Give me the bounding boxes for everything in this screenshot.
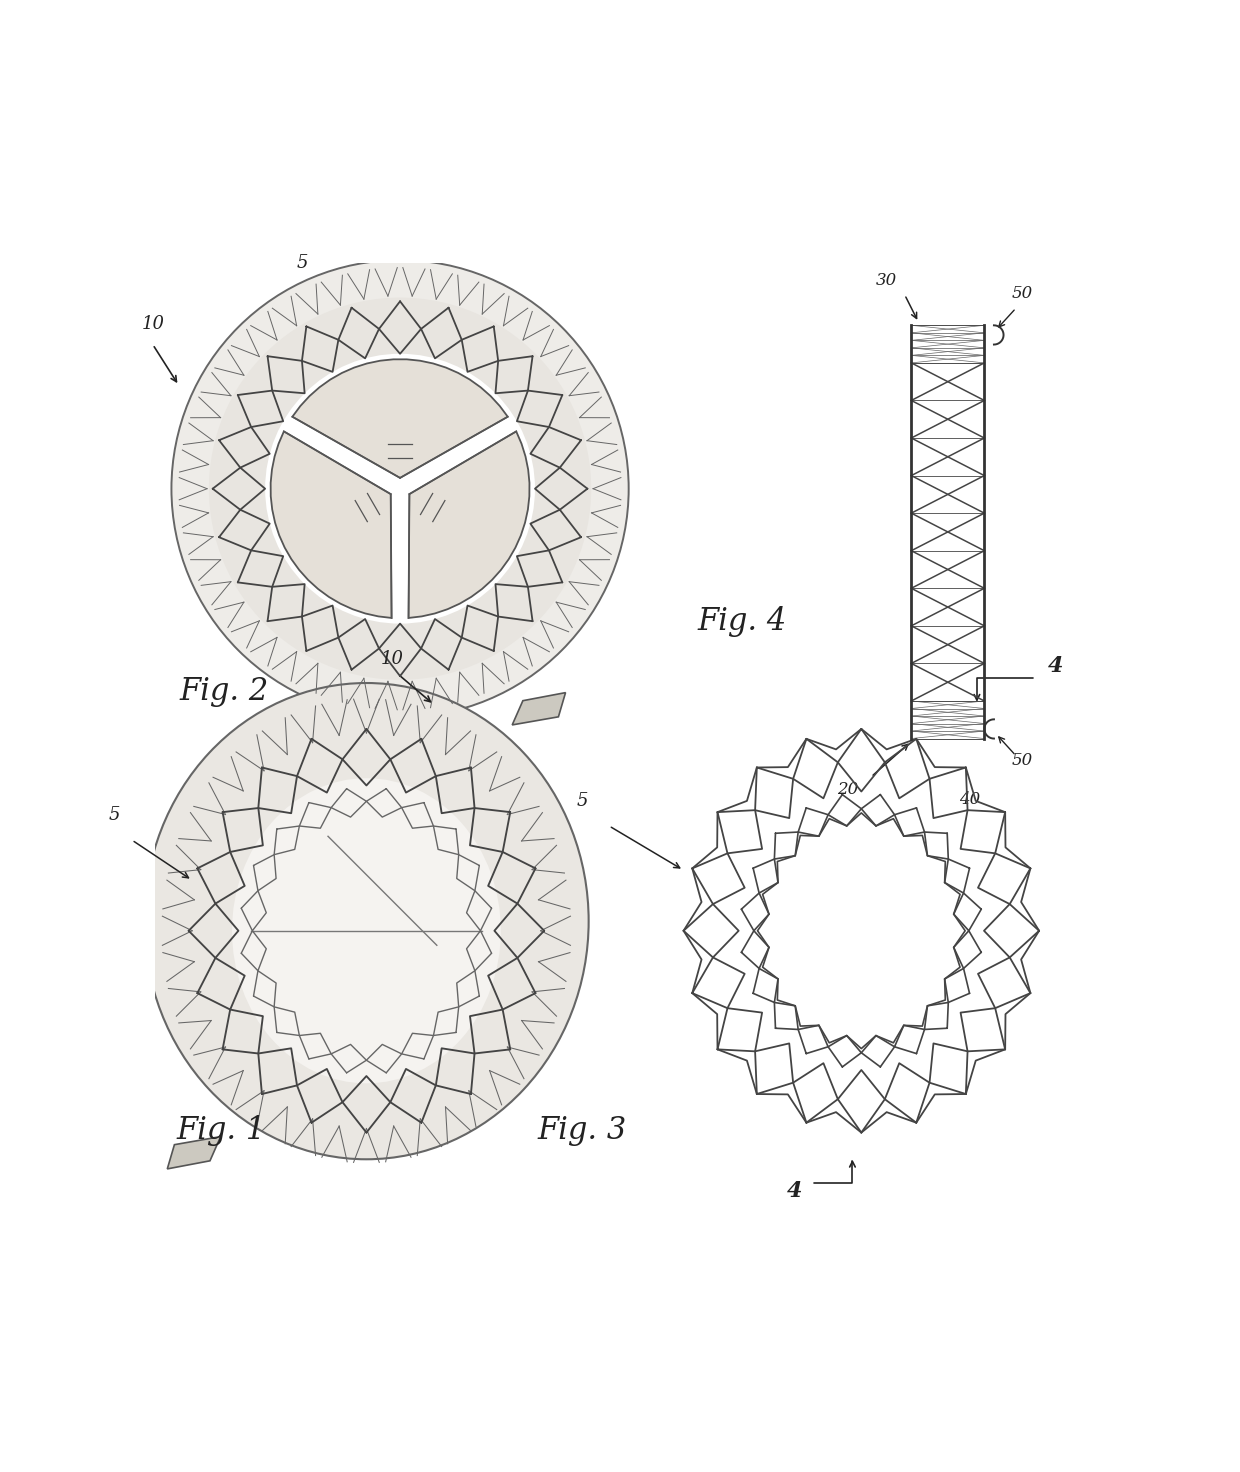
Text: 4: 4 xyxy=(1048,655,1064,677)
Text: Fig. 4: Fig. 4 xyxy=(698,606,787,637)
Text: 5: 5 xyxy=(298,253,309,271)
Polygon shape xyxy=(293,359,507,478)
Text: Fig. 3: Fig. 3 xyxy=(537,1116,626,1147)
Ellipse shape xyxy=(232,779,501,1083)
Ellipse shape xyxy=(171,261,629,717)
Text: 20: 20 xyxy=(837,782,858,798)
Polygon shape xyxy=(512,693,565,724)
Text: 4: 4 xyxy=(786,1181,802,1203)
Polygon shape xyxy=(270,431,392,618)
Text: 10: 10 xyxy=(381,651,404,668)
Text: 40: 40 xyxy=(960,790,981,808)
Text: 50: 50 xyxy=(1012,286,1033,302)
Text: Fig. 1: Fig. 1 xyxy=(176,1116,265,1147)
Text: 5: 5 xyxy=(109,805,120,824)
Ellipse shape xyxy=(208,297,591,680)
Text: 50: 50 xyxy=(1012,752,1033,770)
Text: 5: 5 xyxy=(577,792,588,810)
Polygon shape xyxy=(408,431,529,618)
Text: 30: 30 xyxy=(875,272,897,289)
Text: 10: 10 xyxy=(141,315,165,334)
Ellipse shape xyxy=(144,683,589,1160)
Text: Fig. 2: Fig. 2 xyxy=(179,676,268,707)
Polygon shape xyxy=(167,1136,221,1169)
Ellipse shape xyxy=(265,353,534,624)
